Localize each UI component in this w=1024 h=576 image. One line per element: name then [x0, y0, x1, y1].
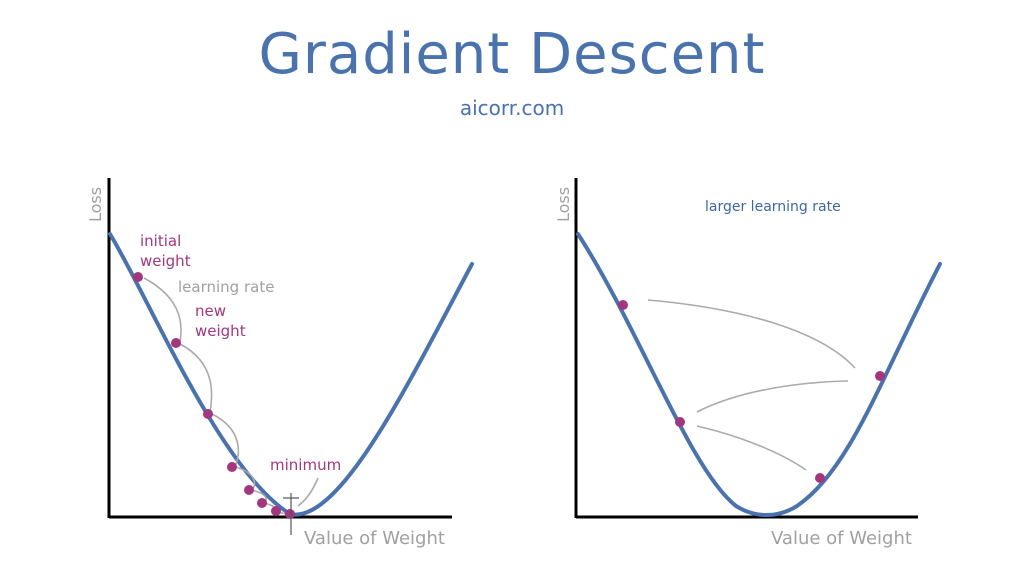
right-loss-curve — [576, 232, 942, 517]
left-points — [133, 272, 295, 519]
left-panel: Loss Value of Weight initial weight lear… — [86, 178, 474, 549]
step-point — [203, 409, 213, 419]
jump-point — [875, 371, 885, 381]
jump-point — [618, 300, 628, 310]
jump-point — [675, 417, 685, 427]
site-url: aicorr.com — [459, 96, 565, 120]
step-point — [271, 506, 281, 516]
learning-rate-label: learning rate — [178, 278, 274, 296]
left-y-axis-label: Loss — [86, 187, 105, 222]
page-title: Gradient Descent — [258, 22, 766, 87]
new-weight-label-1: new — [195, 302, 226, 320]
initial-weight-label-1: initial — [140, 232, 181, 250]
step-arc — [211, 413, 240, 467]
step-arc — [143, 277, 182, 343]
step-point — [171, 338, 181, 348]
initial-weight-label-2: weight — [140, 252, 191, 270]
right-points — [618, 300, 885, 483]
jump-arc — [647, 299, 856, 369]
minimum-point — [285, 509, 295, 519]
right-x-axis-label: Value of Weight — [771, 528, 912, 549]
jump-arc — [696, 380, 849, 413]
jump-point — [815, 473, 825, 483]
new-weight-label-2: weight — [195, 322, 246, 340]
step-point — [227, 462, 237, 472]
minimum-label: minimum — [270, 456, 341, 474]
initial-weight-point — [133, 272, 143, 282]
step-arc — [179, 343, 213, 414]
step-point — [244, 485, 254, 495]
right-panel: Loss Value of Weight larger learning rat… — [554, 178, 942, 549]
jump-arc — [696, 425, 807, 471]
left-x-axis-label: Value of Weight — [304, 528, 445, 549]
larger-learning-rate-label: larger learning rate — [705, 199, 841, 215]
right-jump-arcs — [647, 299, 856, 471]
minimum-pointer — [297, 477, 319, 507]
step-point — [257, 498, 267, 508]
right-y-axis-label: Loss — [554, 187, 573, 222]
